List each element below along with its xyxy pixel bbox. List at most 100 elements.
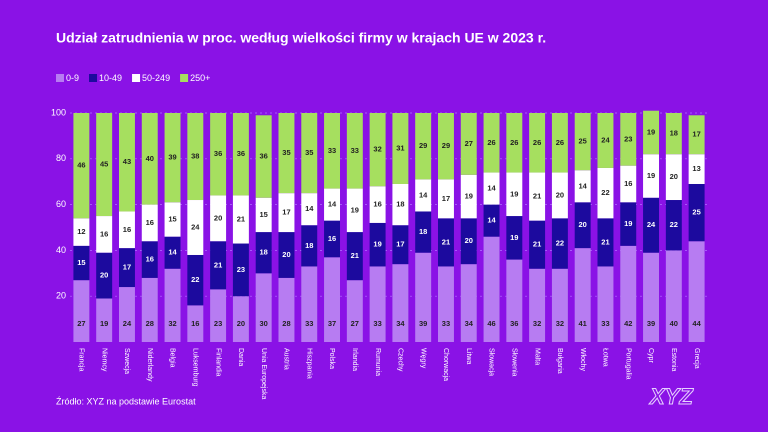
value-label: 43 <box>123 157 131 166</box>
value-label: 42 <box>624 319 632 328</box>
value-label: 19 <box>351 205 359 214</box>
bar-segment <box>301 266 318 342</box>
bar-segment <box>437 179 454 219</box>
value-label: 24 <box>123 319 132 328</box>
value-label: 26 <box>556 138 564 147</box>
value-label: 24 <box>191 222 200 231</box>
bar-segment <box>506 113 523 173</box>
value-label: 14 <box>487 184 496 193</box>
value-label: 35 <box>282 148 290 157</box>
value-label: 12 <box>77 227 85 236</box>
bar-segment <box>141 277 158 342</box>
bar-segment <box>665 113 682 155</box>
bar-segment <box>118 287 135 342</box>
value-label: 34 <box>396 319 405 328</box>
value-label: 15 <box>168 214 176 223</box>
bar-segment <box>574 202 591 249</box>
legend-swatch <box>89 74 98 82</box>
value-label: 17 <box>123 263 131 272</box>
bar-segment <box>529 268 546 342</box>
bar-segment <box>369 186 386 223</box>
bar-segment <box>688 183 705 242</box>
x-tick-label: Słowacja <box>488 348 495 376</box>
bar-segment <box>141 113 158 205</box>
bar-segment <box>324 188 341 221</box>
value-label: 40 <box>146 154 154 163</box>
value-label: 17 <box>692 130 700 139</box>
value-label: 28 <box>146 319 154 328</box>
value-label: 21 <box>533 240 541 249</box>
bar-segment <box>255 115 272 198</box>
bar-segment <box>483 172 500 205</box>
bar-segment <box>551 172 568 219</box>
source: Źródło: XYZ na podstawie Eurostat <box>56 396 196 406</box>
bar-segment <box>73 280 90 342</box>
value-label: 17 <box>442 194 450 203</box>
value-label: 23 <box>237 265 245 274</box>
value-label: 20 <box>282 250 290 259</box>
bar-segment <box>96 252 113 299</box>
bar-segment <box>164 268 181 342</box>
bar-segment <box>688 115 705 155</box>
value-label: 25 <box>692 208 700 217</box>
value-label: 20 <box>100 271 108 280</box>
bar-segment <box>574 113 591 171</box>
bar-segment <box>415 252 432 342</box>
x-tick-label: Niderlandy <box>146 348 153 382</box>
bar-segment <box>73 245 90 281</box>
value-label: 14 <box>328 200 337 209</box>
bar-segment <box>164 202 181 237</box>
bar-segment <box>529 220 546 269</box>
value-label: 15 <box>260 210 268 219</box>
value-label: 27 <box>351 319 359 328</box>
y-tick-label: 40 <box>56 245 66 255</box>
bar-segment <box>529 113 546 173</box>
value-label: 21 <box>237 214 245 223</box>
x-tick-label: Finlandia <box>214 348 221 377</box>
bar-segment <box>574 170 591 203</box>
bar-segment <box>118 248 135 288</box>
x-tick-label: Portugalia <box>624 348 631 380</box>
value-label: 27 <box>77 319 85 328</box>
value-label: 32 <box>556 319 564 328</box>
value-label: 14 <box>419 190 428 199</box>
value-label: 13 <box>692 164 700 173</box>
bar-segment <box>415 179 432 212</box>
value-label: 22 <box>670 220 678 229</box>
y-tick-label: 60 <box>56 199 66 209</box>
bar-segment <box>210 241 227 290</box>
bar-segment <box>392 183 409 226</box>
bar-segment <box>301 113 318 194</box>
bar-segment <box>597 266 614 342</box>
value-label: 37 <box>328 319 336 328</box>
value-label: 23 <box>624 134 632 143</box>
value-label: 29 <box>419 141 427 150</box>
bar-segment <box>278 113 295 194</box>
bar-segment <box>437 218 454 267</box>
value-label: 46 <box>487 319 495 328</box>
value-label: 16 <box>191 319 199 328</box>
value-label: 16 <box>146 255 154 264</box>
x-tick-label: Irlandia <box>351 348 358 371</box>
bar-segment <box>688 241 705 342</box>
value-label: 21 <box>601 237 609 246</box>
value-label: 33 <box>305 319 313 328</box>
value-label: 36 <box>214 149 222 158</box>
value-label: 21 <box>533 192 541 201</box>
legend-label: 50-249 <box>142 73 170 83</box>
value-label: 38 <box>191 151 199 160</box>
chart-title: Udział zatrudnienia w proc. według wielk… <box>56 30 546 46</box>
value-label: 18 <box>670 129 678 138</box>
bar-segment <box>620 165 637 203</box>
bar-segment <box>324 113 341 189</box>
value-label: 28 <box>282 319 290 328</box>
bar-segment <box>665 200 682 251</box>
x-tick-label: Szwecja <box>123 348 130 374</box>
value-label: 25 <box>579 137 587 146</box>
value-label: 33 <box>373 319 381 328</box>
value-label: 15 <box>77 258 85 267</box>
bar-segment <box>255 197 272 233</box>
x-tick-label: Włochy <box>579 348 586 371</box>
value-label: 18 <box>260 248 268 257</box>
